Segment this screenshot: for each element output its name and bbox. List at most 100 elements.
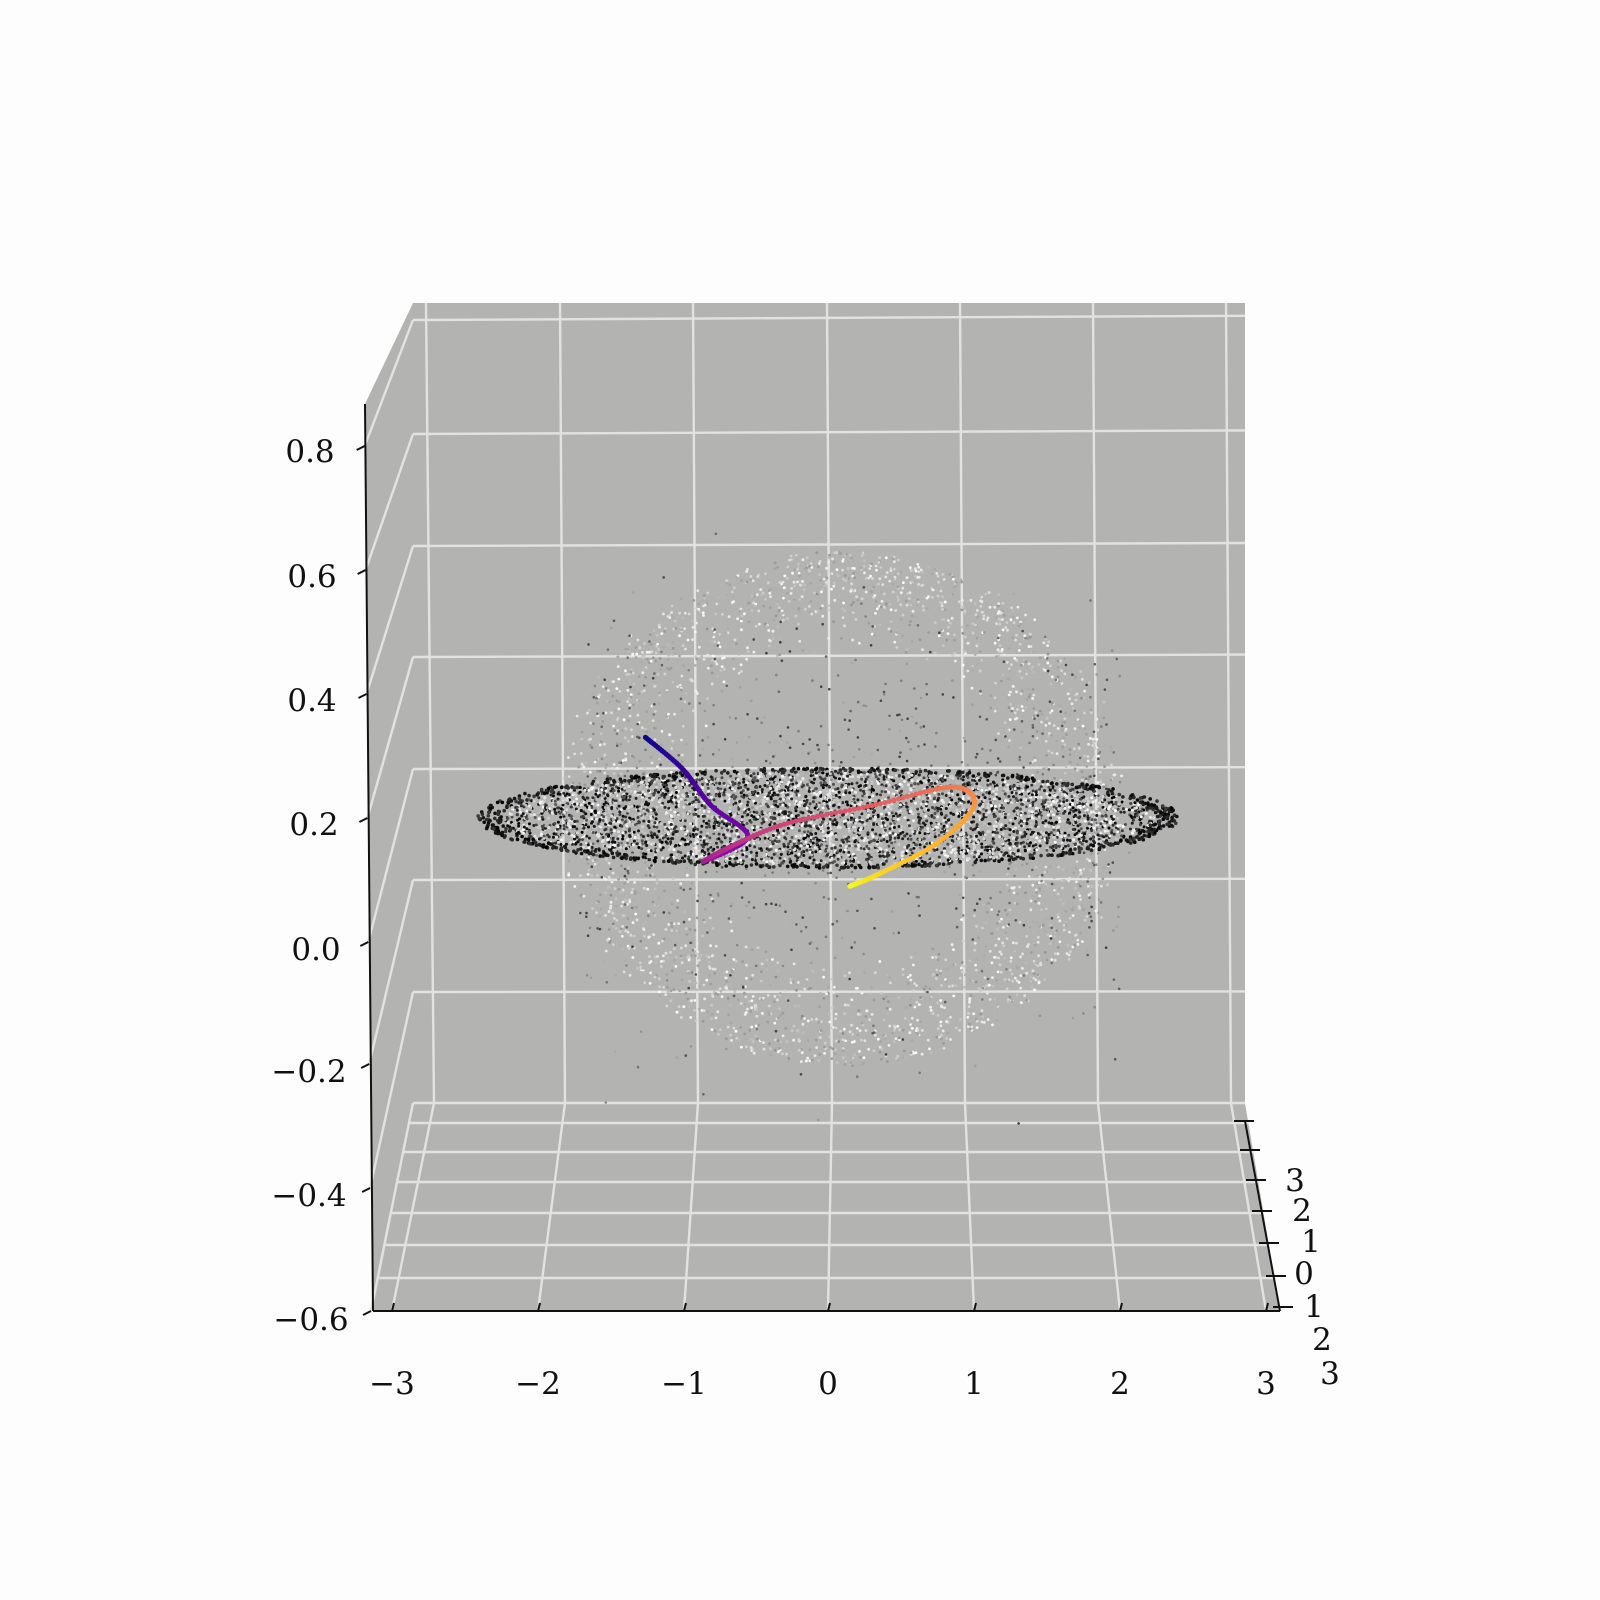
cloud-point — [915, 584, 919, 588]
cloud-point — [817, 748, 820, 751]
cloud-point — [762, 1047, 766, 1051]
cloud-point — [947, 818, 950, 822]
cloud-point — [626, 689, 630, 692]
cloud-point — [978, 715, 982, 719]
cloud-point — [636, 1065, 640, 1069]
cloud-point — [669, 818, 673, 822]
cloud-point — [624, 898, 628, 902]
cloud-point — [1080, 696, 1083, 700]
cloud-point — [657, 719, 660, 722]
cloud-point — [849, 571, 853, 575]
cloud-point — [1060, 747, 1064, 750]
cloud-point — [1036, 770, 1039, 774]
cloud-point — [711, 753, 715, 756]
cloud-point — [754, 964, 758, 968]
cloud-point — [1088, 911, 1091, 915]
cloud-point — [980, 610, 984, 614]
cloud-point — [584, 823, 588, 827]
cloud-point — [603, 742, 606, 746]
cloud-point — [769, 1053, 773, 1057]
cloud-point — [1062, 797, 1065, 800]
cloud-point — [1045, 716, 1049, 720]
cloud-point — [884, 784, 888, 788]
cloud-point — [1014, 795, 1018, 798]
cloud-point — [935, 572, 939, 575]
cloud-point — [736, 617, 739, 621]
cloud-point — [968, 997, 972, 1000]
cloud-point — [904, 599, 908, 603]
cloud-point — [979, 689, 982, 693]
cloud-point — [721, 652, 725, 656]
cloud-point — [908, 623, 912, 627]
cloud-point — [711, 927, 715, 930]
cloud-point — [835, 551, 839, 554]
cloud-point — [693, 999, 697, 1002]
cloud-point — [657, 941, 661, 945]
cloud-point — [744, 985, 747, 989]
cloud-point — [990, 961, 994, 965]
cloud-point — [796, 981, 800, 984]
cloud-point — [975, 752, 979, 756]
cloud-point — [846, 567, 850, 570]
left-pane — [365, 303, 413, 1311]
cloud-point — [982, 614, 986, 617]
cloud-point — [1093, 662, 1097, 666]
cloud-point — [585, 915, 588, 918]
cloud-point — [799, 1060, 803, 1063]
cloud-point — [764, 902, 768, 906]
cloud-point — [994, 616, 998, 619]
cloud-point — [618, 813, 622, 817]
cloud-point — [642, 886, 646, 890]
cloud-point — [918, 914, 921, 917]
cloud-point — [795, 989, 798, 992]
cloud-point — [867, 1047, 871, 1051]
cloud-point — [871, 625, 874, 628]
cloud-point — [776, 998, 779, 1002]
cloud-point — [670, 611, 673, 614]
cloud-point — [1047, 821, 1051, 825]
cloud-point — [701, 611, 705, 615]
cloud-point — [596, 927, 599, 930]
grid-line — [363, 319, 415, 447]
cloud-point — [998, 622, 1002, 626]
cloud-point — [1011, 685, 1015, 688]
cloud-point — [1063, 672, 1067, 676]
cloud-point — [765, 651, 768, 655]
cloud-point — [987, 983, 991, 987]
cloud-point — [647, 936, 651, 939]
cloud-point — [603, 844, 607, 848]
cloud-point — [717, 1032, 720, 1036]
cloud-point — [751, 579, 755, 583]
cloud-point — [1089, 708, 1093, 711]
cloud-point — [1068, 753, 1072, 756]
cloud-point — [975, 625, 978, 629]
cloud-point — [745, 657, 748, 661]
cloud-point — [842, 1059, 846, 1063]
cloud-point — [614, 897, 618, 901]
cloud-point — [683, 700, 687, 704]
cloud-point — [1017, 845, 1021, 848]
cloud-point — [1028, 741, 1031, 745]
cloud-point — [605, 858, 608, 861]
cloud-point — [608, 941, 611, 944]
cloud-point — [1093, 755, 1096, 759]
cloud-point — [712, 990, 716, 994]
cloud-point — [1093, 818, 1097, 822]
cloud-point — [1056, 952, 1060, 956]
cloud-point — [1039, 785, 1043, 789]
cloud-point — [678, 654, 681, 658]
cloud-point — [967, 1012, 970, 1015]
cloud-point — [971, 622, 975, 625]
cloud-point — [656, 672, 660, 676]
cloud-point — [1037, 901, 1041, 905]
cloud-point — [1045, 907, 1048, 911]
cloud-point — [643, 689, 646, 692]
cloud-point — [1007, 998, 1010, 1001]
cloud-point — [892, 1028, 896, 1032]
cloud-point — [889, 807, 893, 811]
cloud-point — [696, 589, 700, 593]
cloud-point — [1044, 720, 1048, 724]
cloud-point — [615, 860, 619, 863]
cloud-point — [683, 611, 687, 615]
cloud-point — [740, 619, 743, 623]
